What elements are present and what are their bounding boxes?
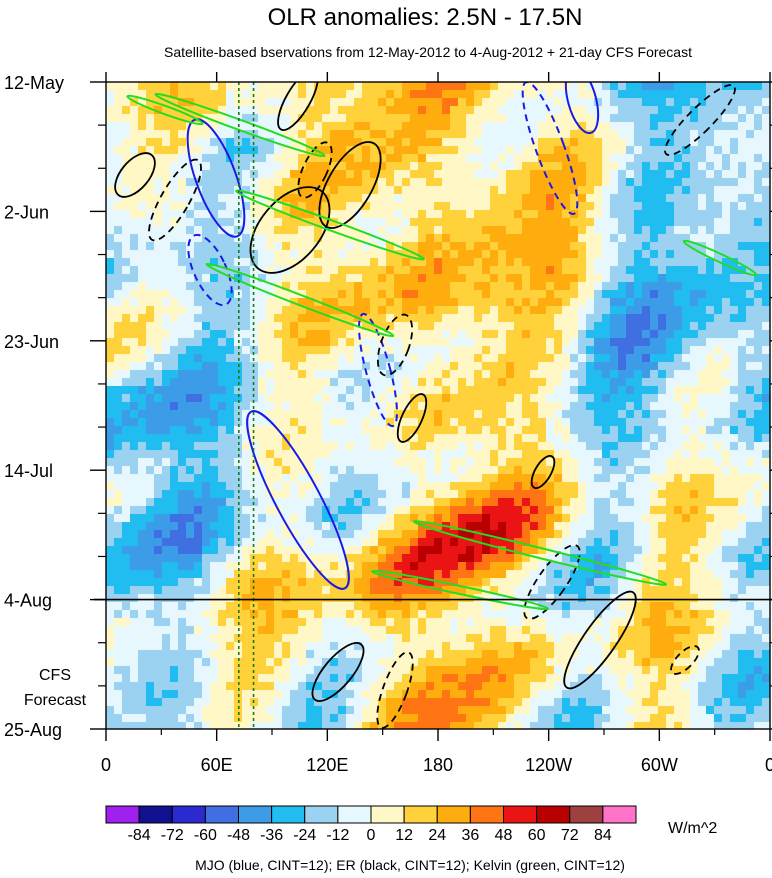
colorbar-swatch [238, 805, 273, 824]
colorbar-swatch [171, 805, 206, 824]
er-contour [249, 186, 331, 274]
mjo-contour [564, 82, 600, 135]
chart-subtitle: Satellite-based bservations from 12-May-… [164, 44, 692, 60]
x-axis: 0 60E 120E 180 120W 60W 0 [101, 72, 772, 775]
kelvin-contour [154, 92, 326, 158]
forecast-label-line: CFS [39, 667, 71, 684]
colorbar-swatch [204, 805, 239, 824]
mjo-contour [246, 410, 350, 590]
er-contour [297, 141, 333, 199]
colorbar-label: -84 [128, 827, 151, 844]
colorbar-swatch [436, 805, 471, 824]
er-contour [670, 645, 700, 675]
colorbar-swatch [602, 805, 637, 824]
anomaly-contours [114, 82, 758, 729]
colorbar-swatch [370, 805, 405, 824]
chart-title: OLR anomalies: 2.5N - 17.5N [268, 4, 583, 31]
colorbar-label: -24 [293, 827, 316, 844]
x-tick-label: 120E [306, 755, 348, 775]
colorbar-swatch [271, 805, 306, 824]
colorbar-swatch [304, 805, 339, 824]
y-tick-label: 12-May [4, 73, 64, 93]
y-tick-label: 4-Aug [4, 591, 52, 611]
y-tick-label: 2-Jun [4, 202, 49, 222]
kelvin-contour [126, 94, 204, 126]
er-contour [148, 158, 202, 242]
y-tick-label: 23-Jun [4, 332, 59, 352]
y-tick-label: 14-Jul [4, 461, 53, 481]
kelvin-contour [235, 189, 425, 261]
er-contour [376, 313, 414, 377]
colorbar-label: 72 [561, 827, 579, 844]
colorbar-label: 48 [495, 827, 513, 844]
forecast-label: CFS Forecast [24, 667, 87, 709]
colorbar-label: -12 [326, 827, 349, 844]
er-contour [311, 642, 365, 702]
er-contour [563, 590, 637, 690]
er-contour [114, 152, 156, 198]
colorbar-label: 12 [395, 827, 413, 844]
er-contour [523, 544, 581, 620]
colorbar-label: 84 [594, 827, 612, 844]
mjo-contour [186, 118, 246, 238]
heatmap-field [106, 82, 770, 729]
kelvin-contour [412, 520, 668, 586]
y-tick-label: 25-Aug [4, 720, 62, 740]
colorbar-label: 60 [528, 827, 546, 844]
x-tick-label: 0 [765, 755, 772, 775]
colorbar-swatch [469, 805, 504, 824]
kelvin-contour [370, 569, 550, 611]
colorbar-swatch [503, 805, 538, 824]
colorbar-label: -72 [161, 827, 184, 844]
kelvin-contour [205, 262, 395, 338]
er-contour [530, 455, 556, 489]
er-contour [376, 651, 414, 729]
colorbar-label: 0 [367, 827, 376, 844]
colorbar-unit: W/m^2 [668, 820, 717, 837]
er-contour [664, 84, 736, 156]
colorbar-label: 36 [461, 827, 479, 844]
er-contour [277, 82, 319, 131]
x-tick-label: 0 [101, 755, 111, 775]
colorbar-label: -36 [260, 827, 283, 844]
er-contour [396, 393, 428, 443]
contour-legend: MJO (blue, CINT=12); ER (black, CINT=12)… [195, 857, 625, 873]
x-tick-label: 180 [423, 755, 453, 775]
colorbar: -84 -72 -60 -48 -36 -24 -12 0 12 24 36 48 60 72 84 [105, 805, 637, 844]
colorbar-label: 24 [428, 827, 446, 844]
kelvin-contour [682, 239, 758, 277]
forecast-label-line: Forecast [24, 692, 87, 709]
x-tick-label: 60E [201, 755, 233, 775]
y-axis: 12-May 2-Jun 23-Jun 14-Jul 4-Aug 25-Aug [4, 73, 772, 740]
x-tick-label: 120W [525, 755, 572, 775]
mjo-contour [187, 233, 233, 307]
colorbar-swatch [105, 805, 140, 824]
x-tick-label: 60W [641, 755, 678, 775]
colorbar-swatch [536, 805, 571, 824]
colorbar-swatch [138, 805, 173, 824]
colorbar-label: -60 [194, 827, 217, 844]
mjo-contour [358, 312, 398, 428]
colorbar-swatch [569, 805, 604, 824]
colorbar-label: -48 [227, 827, 250, 844]
colorbar-swatch [337, 805, 372, 824]
colorbar-swatch [403, 805, 438, 824]
